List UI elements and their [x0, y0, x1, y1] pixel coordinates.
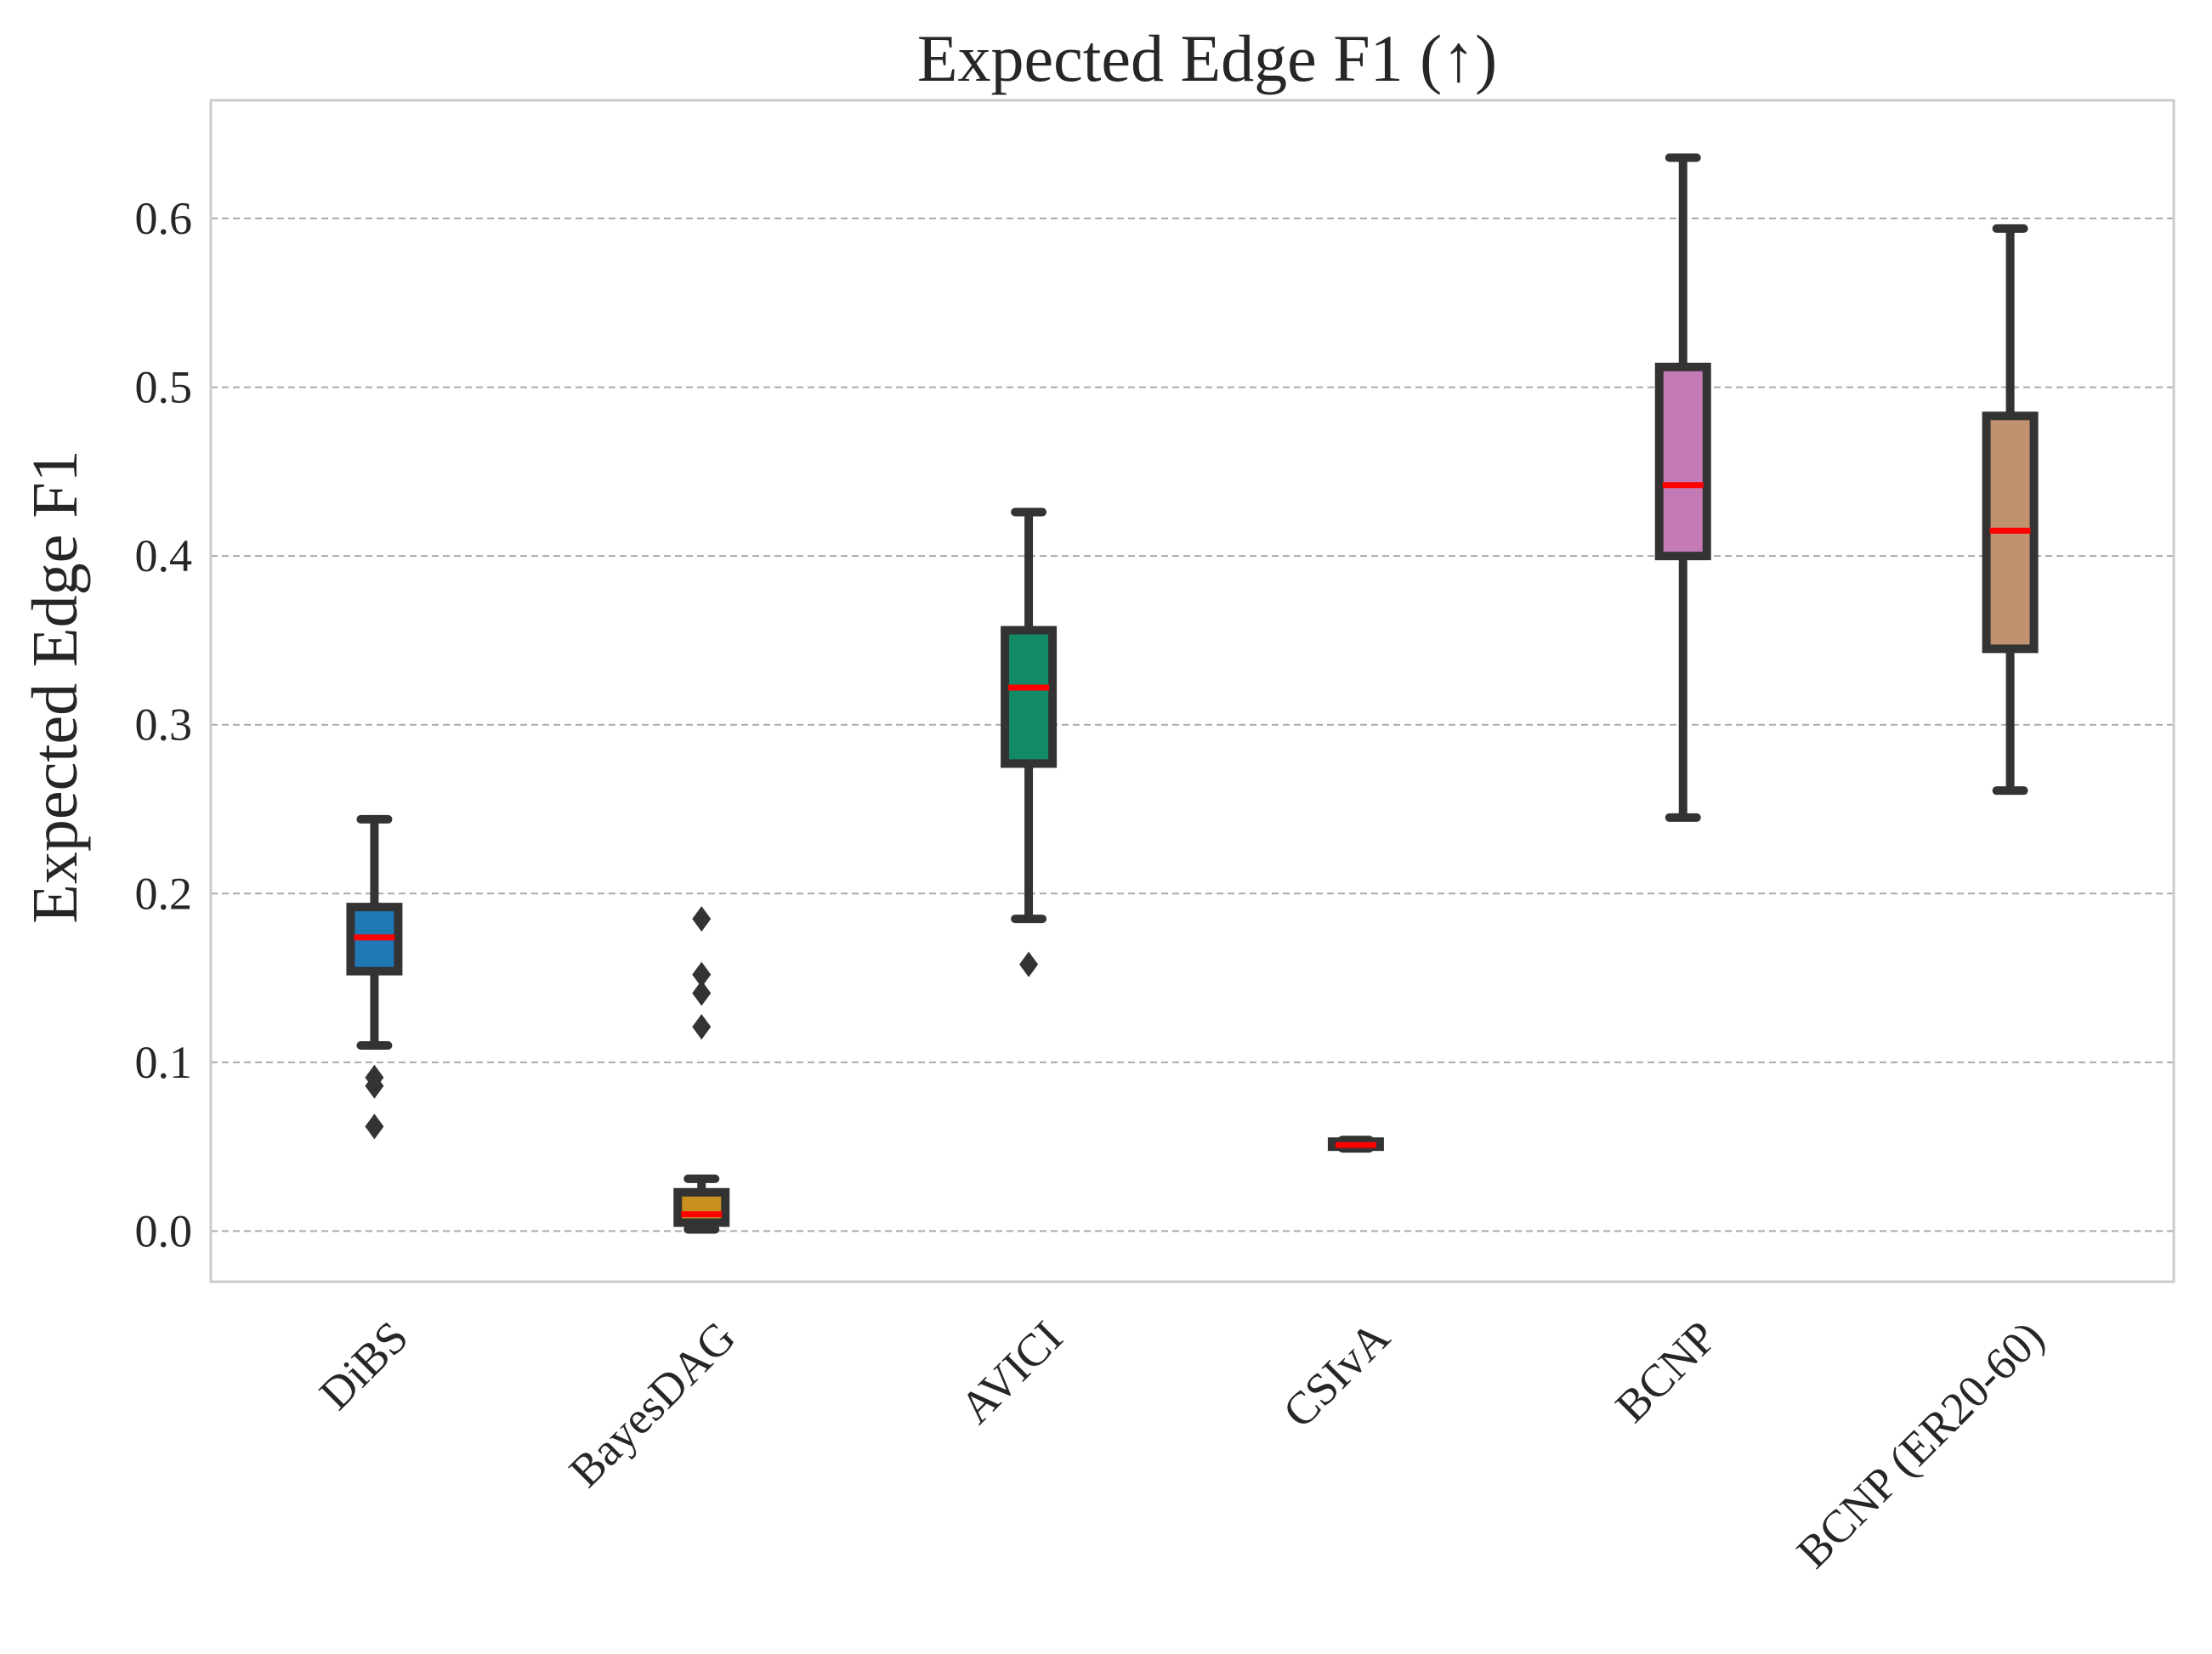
- outlier-marker: [365, 1113, 384, 1140]
- chart-title: Expected Edge F1 (↑): [917, 21, 1497, 95]
- outlier-marker: [692, 1014, 712, 1040]
- box-group: [1654, 153, 1711, 822]
- box-group: [673, 906, 730, 1234]
- box-group: [1327, 1136, 1384, 1153]
- x-tick-label: BCNP: [1606, 1311, 1727, 1432]
- x-tick-labels: DiBS BayesDAG AVICI CSIvA BCNP BCNP (ER20-60): [309, 1311, 2053, 1578]
- y-tick-label: 0.4: [135, 530, 193, 581]
- outlier-marker: [365, 1073, 384, 1099]
- grid-lines: [211, 218, 2174, 1232]
- box-iqr: [1001, 626, 1058, 768]
- y-axis-label: Expected Edge F1: [20, 450, 91, 923]
- box-iqr: [1654, 362, 1711, 561]
- outlier-marker: [692, 906, 712, 932]
- y-tick-label: 0.3: [135, 700, 193, 751]
- box-group: [1001, 507, 1058, 977]
- y-tick-label: 0.0: [135, 1205, 193, 1256]
- x-tick-label: AVICI: [950, 1311, 1073, 1434]
- boxes: [346, 153, 2039, 1234]
- box-iqr: [673, 1187, 730, 1227]
- y-tick-label: 0.6: [135, 193, 193, 244]
- box-group: [1982, 224, 2039, 796]
- x-tick-label: BayesDAG: [559, 1311, 745, 1497]
- y-tick-label: 0.5: [135, 362, 193, 413]
- x-tick-label: DiBS: [309, 1311, 417, 1419]
- outlier-marker: [1019, 951, 1039, 977]
- x-tick-label: BCNP (ER20-60): [1787, 1311, 2054, 1578]
- y-tick-label: 0.2: [135, 868, 193, 919]
- outlier-marker: [692, 961, 712, 988]
- box-group: [346, 814, 403, 1140]
- outlier-marker: [692, 980, 712, 1006]
- x-tick-label: CSIvA: [1273, 1311, 1400, 1438]
- y-tick-label: 0.1: [135, 1037, 193, 1088]
- plot-frame: [209, 99, 2175, 1283]
- y-tick-labels: 0.0 0.1 0.2 0.3 0.4 0.5 0.6: [135, 193, 193, 1256]
